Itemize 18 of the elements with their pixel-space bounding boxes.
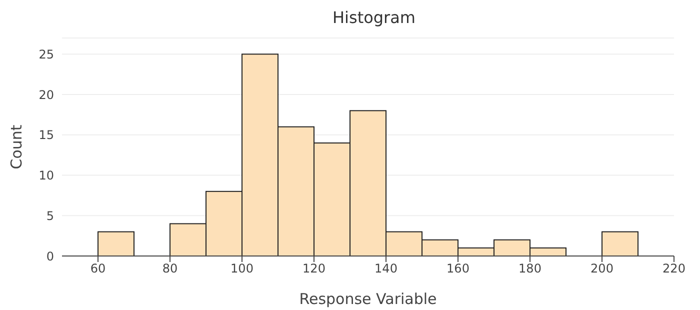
x-tick-label: 180 bbox=[518, 262, 542, 276]
x-tick-label: 60 bbox=[90, 262, 106, 276]
y-tick-label: 10 bbox=[38, 168, 54, 183]
y-tick-label: 15 bbox=[38, 128, 54, 142]
y-tick-label: 0 bbox=[46, 249, 54, 264]
y-axis-title: Count bbox=[7, 124, 26, 170]
x-tick-label: 200 bbox=[590, 262, 614, 276]
chart-title: Histogram bbox=[332, 8, 416, 29]
x-tick-label: 120 bbox=[302, 262, 326, 276]
x-tick-label: 80 bbox=[162, 262, 178, 276]
x-tick-label: 220 bbox=[662, 262, 686, 276]
x-axis-title: Response Variable bbox=[299, 290, 437, 308]
y-tick-label: 25 bbox=[38, 47, 54, 62]
y-tick-label: 5 bbox=[46, 208, 54, 223]
x-tick-label: 140 bbox=[374, 262, 398, 276]
y-tick-label: 20 bbox=[38, 88, 54, 102]
x-tick-label: 100 bbox=[230, 262, 254, 276]
x-tick-label: 160 bbox=[446, 262, 470, 276]
